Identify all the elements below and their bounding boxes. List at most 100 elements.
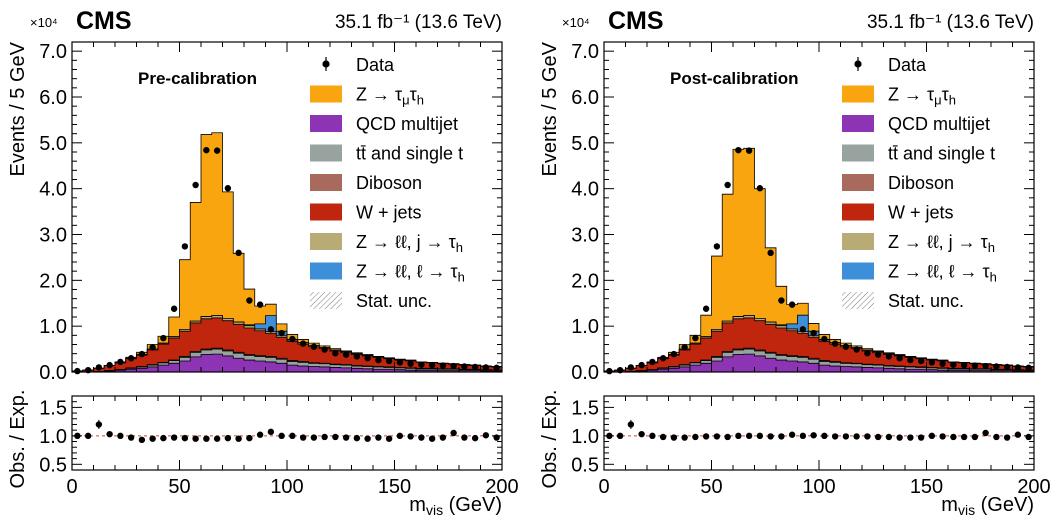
y-multiplier: ×10⁴ [30,15,58,30]
ratio-y-tick-label: 0.5 [571,454,599,476]
data-point [106,361,113,369]
ratio-point [418,434,425,441]
text-fragment: Z → ℓℓ, j → τ [356,232,456,252]
data-point [821,335,828,343]
legend-swatch [310,144,342,162]
experiment-label: CMS [608,7,664,35]
ratio-point [170,434,178,441]
text-fragment: h [456,240,463,255]
y-tick-label: 5.0 [39,133,67,155]
ratio-point [321,433,328,441]
legend-label: QCD multijet [888,114,990,134]
y-tick-label: 1.0 [571,316,599,338]
ratio-y-tick-label: 0.5 [39,454,67,476]
ratio-point [713,433,721,440]
main-plot-frame [603,41,1035,373]
data-point [960,361,968,369]
ratio-point [471,434,479,442]
data-point [649,358,656,366]
text-fragment: h [417,93,424,108]
data-point [493,364,500,372]
y-tick-label: 0.0 [39,362,67,384]
ratio-point [396,432,404,440]
data-point [149,344,156,351]
ratio-point [332,433,339,441]
legend-label: Z → τμτh [888,85,956,108]
data-point [439,362,447,369]
data-point [638,361,645,369]
data-point [375,356,382,364]
ratio-point [310,434,318,441]
y-tick-label: 1.0 [39,316,67,338]
text-fragment: vis [958,502,975,518]
data-point [310,343,318,350]
ratio-point [1014,431,1022,438]
data-point [1003,363,1011,371]
ratio-point [385,435,393,442]
lumi-label: 35.1 fb⁻¹ (13.6 TeV) [867,12,1034,33]
y-tick-label: 7.0 [39,41,67,63]
ratio-point [106,430,113,438]
data-point [670,350,678,358]
text-fragment: h [458,270,465,285]
data-point [831,340,839,347]
legend-label: Z → τμτh [356,85,424,108]
data-point [788,301,796,308]
text-fragment: W + jets [888,203,954,223]
data-point [896,355,903,362]
text-fragment: Stat. unc. [888,291,964,311]
text-fragment: h [990,270,997,285]
ratio-point [874,433,882,441]
stack-group [603,147,1035,373]
legend-swatch [842,262,874,280]
data-points [606,146,1032,375]
data-point [267,326,275,333]
legend-swatch-hatch [842,292,874,309]
ratio-panel: 0.5 1.0 1.5 Obs. / Exp. [539,390,1035,488]
ratio-y-tick-label: 1.0 [571,426,599,448]
y-tick-label: 7.0 [571,41,599,63]
data-point [745,147,753,154]
legend-swatch [310,115,342,132]
data-point [756,185,764,192]
ratio-point [246,434,253,442]
legend-label: Z → ℓℓ, j → τh [356,232,463,255]
ratio-y-tick-label: 1.5 [39,397,67,419]
y-axis-label: Events / 5 GeV [539,41,561,176]
ratio-point [627,421,635,428]
data-point [332,350,339,357]
x-tick-label: 150 [910,476,943,498]
data-point [407,360,414,367]
legend-swatch-hatch [310,292,342,309]
ratio-point [831,433,839,440]
y-tick-label: 3.0 [39,225,67,247]
ratio-point [950,433,957,441]
ratio-point [670,434,678,441]
data-point [799,326,807,333]
data-point [396,359,404,366]
ratio-point [907,434,914,441]
ratio-point [256,431,264,438]
ratio-y-tick-label: 1.5 [571,397,599,419]
ratio-point [203,435,210,442]
ratio-point [649,432,656,440]
y-tick-label: 4.0 [39,179,67,201]
legend-label: Data [356,55,395,75]
data-point [842,343,850,350]
data-point [74,367,81,375]
legend-swatch [310,262,342,280]
ratio-point [278,432,285,440]
text-fragment: Z → ℓℓ, j → τ [888,232,988,252]
ratio-point [84,432,92,440]
y-tick-label: 3.0 [571,225,599,247]
text-fragment: ×10⁴ [562,15,590,30]
ratio-plot-frame [603,395,1035,471]
ratio-point [778,433,785,440]
ratio-point [224,434,232,442]
data-point [864,350,871,357]
data-point [235,249,242,257]
experiment-label: CMS [76,7,132,35]
ratio-point [616,432,624,440]
text-fragment: m [941,494,958,516]
